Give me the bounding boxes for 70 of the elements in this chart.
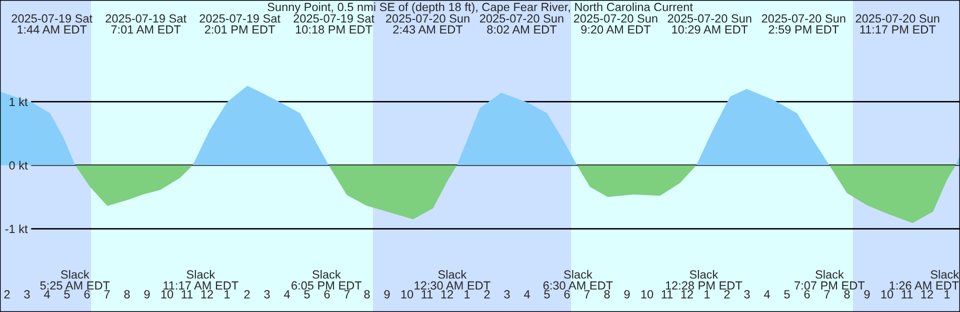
annotation: Slack 6:05 PM EDT — [292, 270, 362, 290]
x-tick-label: 11 — [422, 290, 433, 298]
x-tick-label: 8 — [844, 290, 850, 298]
x-tick-label: 2 — [484, 290, 490, 298]
annotation: Slack 1:26 AM EDT — [890, 270, 960, 290]
annotation: 2025-07-20 Sun 9:20 AM EDT — [574, 14, 658, 34]
x-tick-label: 5 — [784, 290, 790, 298]
x-tick-label: 6 — [324, 290, 330, 298]
annotation: Slack 12:28 PM EDT — [666, 270, 742, 290]
annotation: Slack 12:30 AM EDT — [414, 270, 490, 290]
annotation: 2025-07-20 Sun 11:17 PM EDT — [856, 14, 940, 34]
annotation: 2025-07-20 Sun 10:29 AM EDT — [668, 14, 752, 34]
x-tick-label: 5 — [544, 290, 550, 298]
x-tick-label: 1 — [224, 290, 230, 298]
x-tick-label: 9 — [144, 290, 150, 298]
y-tick-label: -1 kt — [5, 224, 28, 234]
annotation: 2025-07-20 Sun 8:02 AM EDT — [480, 14, 564, 34]
x-tick-label: 3 — [744, 290, 750, 298]
x-tick-label: 7 — [824, 290, 830, 298]
annotation: 2025-07-19 Sat 2:01 PM EDT — [200, 14, 280, 34]
x-tick-label: 8 — [604, 290, 610, 298]
x-tick-label: 4 — [524, 290, 530, 298]
x-tick-label: 4 — [44, 290, 50, 298]
x-tick-label: 1 — [704, 290, 710, 298]
x-tick-label: 4 — [764, 290, 770, 298]
x-tick-label: 4 — [284, 290, 290, 298]
x-tick-label: 7 — [584, 290, 590, 298]
x-tick-label: 10 — [161, 290, 174, 298]
x-tick-label: 3 — [264, 290, 270, 298]
x-tick-label: 12 — [681, 290, 693, 298]
x-tick-label: 9 — [624, 290, 630, 298]
x-tick-label: 5 — [64, 290, 70, 298]
x-tick-label: 2 — [244, 290, 250, 298]
x-tick-label: 12 — [201, 290, 213, 298]
x-tick-label: 10 — [881, 290, 894, 298]
x-tick-label: 2 — [4, 290, 10, 298]
annotation: 2025-07-19 Sat 7:01 AM EDT — [106, 14, 186, 34]
x-tick-label: 9 — [384, 290, 390, 298]
x-tick-label: 10 — [641, 290, 654, 298]
x-tick-label: 9 — [864, 290, 870, 298]
y-tick-label: 0 kt — [9, 160, 28, 170]
x-tick-label: 12 — [921, 290, 933, 298]
x-tick-label: 1 — [464, 290, 470, 298]
annotation: Slack 11:17 AM EDT — [164, 270, 238, 290]
annotation: 2025-07-20 Sun 2:43 AM EDT — [386, 14, 470, 34]
annotation: Slack 5:25 AM EDT — [40, 270, 110, 290]
x-tick-label: 2 — [724, 290, 730, 298]
annotation: 2025-07-19 Sat 1:44 AM EDT — [12, 14, 92, 34]
x-tick-label: 11 — [182, 290, 193, 298]
x-tick-label: 8 — [124, 290, 130, 298]
x-tick-label: 1 — [944, 290, 950, 298]
x-tick-label: 12 — [441, 290, 453, 298]
annotation: 2025-07-19 Sat 10:18 PM EDT — [294, 14, 374, 34]
x-tick-label: 6 — [84, 290, 90, 298]
annotation: Slack 7:07 PM EDT — [794, 270, 865, 290]
y-tick-label: 1 kt — [10, 97, 28, 106]
x-tick-label: 11 — [902, 290, 913, 298]
x-tick-label: 7 — [344, 290, 350, 298]
chart-title: Sunny Point, 0.5 nmi SE of (depth 18 ft), Cape Fear River, North Carolina Current — [268, 2, 693, 14]
x-tick-label: 3 — [504, 290, 510, 298]
x-tick-label: 6 — [804, 290, 810, 298]
x-tick-label: 5 — [304, 290, 310, 298]
x-tick-label: 3 — [24, 290, 30, 298]
x-tick-label: 8 — [364, 290, 370, 298]
x-tick-label: 6 — [564, 290, 570, 298]
annotation: 2025-07-20 Sun 2:59 PM EDT — [762, 14, 846, 34]
x-tick-label: 10 — [401, 290, 414, 298]
x-tick-label: 7 — [104, 290, 110, 298]
x-tick-label: 11 — [662, 290, 673, 298]
annotation: Slack 6:30 AM EDT — [543, 270, 613, 290]
